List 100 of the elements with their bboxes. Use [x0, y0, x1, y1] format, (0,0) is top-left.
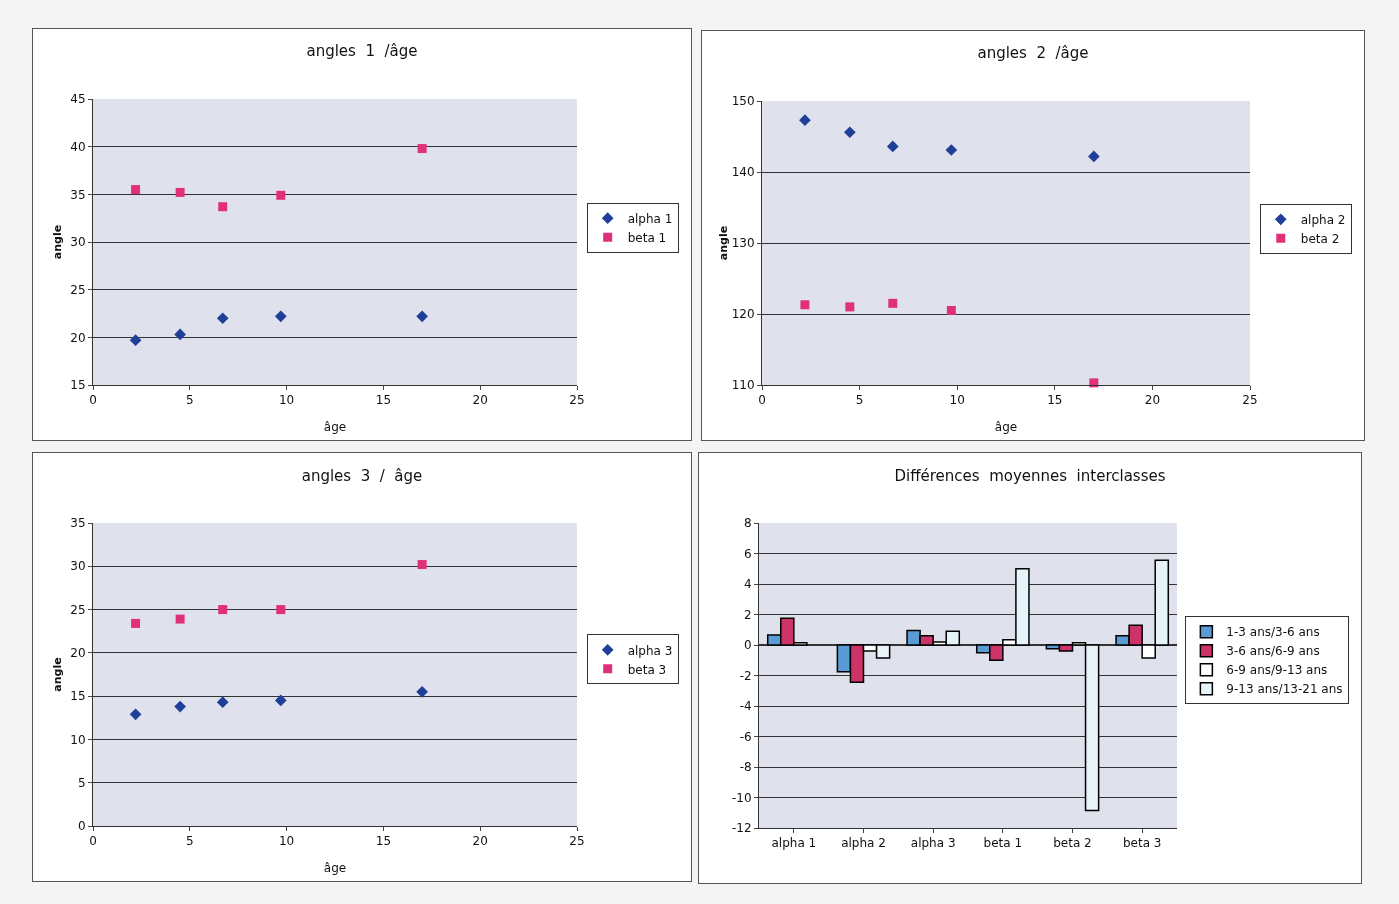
y-tick-label: 30 [70, 559, 86, 574]
point [274, 310, 287, 323]
y-tick-label: 25 [70, 282, 86, 297]
point [218, 605, 228, 615]
x-tick-label: 0 [89, 834, 97, 849]
point [216, 312, 229, 325]
y-tick-label: -6 [739, 729, 752, 744]
y-tick-label: 120 [731, 307, 755, 322]
legend-label: beta 3 [627, 662, 667, 677]
point [129, 708, 142, 721]
y-tick-label: 45 [70, 92, 86, 107]
y-axis-title: angle [51, 224, 64, 260]
point [886, 140, 899, 153]
y-tick-label: 30 [70, 235, 86, 250]
x-tick-label: 5 [185, 393, 194, 408]
legend-label: 6-9 ans/9-13 ans [1226, 663, 1328, 678]
legend-label: 1-3 ans/3-6 ans [1226, 625, 1320, 640]
point [843, 126, 856, 139]
y-tick-label: -10 [731, 790, 752, 805]
point [945, 144, 958, 156]
y-tick-label: 150 [731, 94, 755, 109]
y-tick-label: 40 [70, 139, 86, 154]
point [888, 298, 898, 308]
point [175, 187, 185, 197]
legend-label: alpha 1 [627, 211, 673, 226]
x-tick-label: alpha 2 [841, 836, 886, 851]
x-tick-label: 10 [278, 393, 295, 408]
x-tick-label: alpha 1 [771, 836, 817, 851]
chart-title: angles 3 / âge [301, 466, 423, 485]
x-tick-label: 25 [569, 834, 585, 849]
y-tick-label: 8 [743, 516, 752, 531]
point [417, 560, 427, 570]
x-tick-label: 15 [375, 834, 392, 849]
y-tick-label: 140 [731, 165, 755, 180]
x-tick-label: 0 [758, 393, 766, 408]
y-tick-label: 6 [743, 546, 752, 561]
y-tick-label: -2 [739, 668, 752, 683]
x-tick-label: 10 [949, 393, 965, 408]
y-tick-label: 15 [70, 689, 86, 704]
y-tick-label: -12 [731, 821, 752, 836]
x-axis-title: âge [323, 861, 347, 875]
point [845, 302, 855, 312]
chart-title: Différences moyennes interclasses [894, 466, 1166, 485]
point [131, 185, 141, 195]
y-tick-label: 5 [77, 775, 86, 790]
x-tick-label: 20 [472, 834, 488, 849]
point [129, 334, 142, 347]
x-tick-label: 0 [89, 393, 97, 408]
legend-label: 3-6 ans/6-9 ans [1226, 644, 1320, 659]
legend-label: alpha 2 [1300, 212, 1346, 227]
x-tick-label: 25 [1242, 393, 1258, 408]
point [274, 694, 287, 707]
y-tick-label: 35 [70, 516, 86, 531]
x-tick-label: 10 [278, 834, 295, 849]
chart-title: angles 1 /âge [306, 41, 418, 60]
x-tick-label: beta 3 [1122, 836, 1162, 851]
y-tick-label: 25 [70, 602, 86, 617]
legend-label: 9-13 ans/13-21 ans [1226, 682, 1343, 697]
y-axis-title: angle [716, 225, 730, 261]
y-tick-label: 0 [743, 638, 752, 653]
point [417, 144, 427, 154]
y-tick-label: 20 [70, 646, 86, 661]
point [175, 614, 185, 624]
y-tick-label: 4 [743, 577, 752, 592]
x-tick-label: 5 [185, 834, 194, 849]
point [216, 696, 229, 709]
y-tick-label: 110 [731, 378, 755, 393]
y-axis-title: angle [51, 657, 64, 692]
point [174, 328, 186, 341]
y-tick-label: 0 [77, 819, 86, 834]
x-tick-label: 15 [375, 393, 392, 408]
y-tick-label: 15 [70, 378, 86, 393]
x-tick-label: 5 [855, 393, 864, 408]
point [799, 114, 811, 127]
x-axis-title: âge [994, 420, 1018, 434]
y-tick-label: -4 [739, 699, 752, 714]
point [416, 685, 428, 698]
point [946, 305, 956, 315]
point [131, 618, 141, 628]
point [276, 190, 286, 200]
y-tick-label: 20 [70, 330, 86, 345]
x-tick-label: beta 1 [983, 836, 1023, 851]
point [1087, 150, 1100, 163]
y-tick-label: 130 [731, 236, 755, 251]
x-tick-label: alpha 3 [910, 836, 956, 851]
x-tick-label: 15 [1047, 393, 1063, 408]
y-tick-label: -8 [739, 760, 752, 775]
y-tick-label: 10 [70, 732, 86, 747]
x-tick-label: beta 2 [1053, 836, 1092, 851]
point [276, 605, 286, 615]
point [416, 310, 428, 323]
legend-label: beta 2 [1300, 231, 1340, 246]
x-tick-label: 20 [1144, 393, 1161, 408]
y-tick-label: 2 [743, 607, 752, 622]
legend-label: beta 1 [627, 230, 667, 245]
point [174, 700, 186, 713]
x-tick-label: 25 [569, 393, 585, 408]
chart-title: angles 2 /âge [977, 43, 1089, 62]
x-tick-label: 20 [472, 393, 488, 408]
point [218, 202, 228, 212]
